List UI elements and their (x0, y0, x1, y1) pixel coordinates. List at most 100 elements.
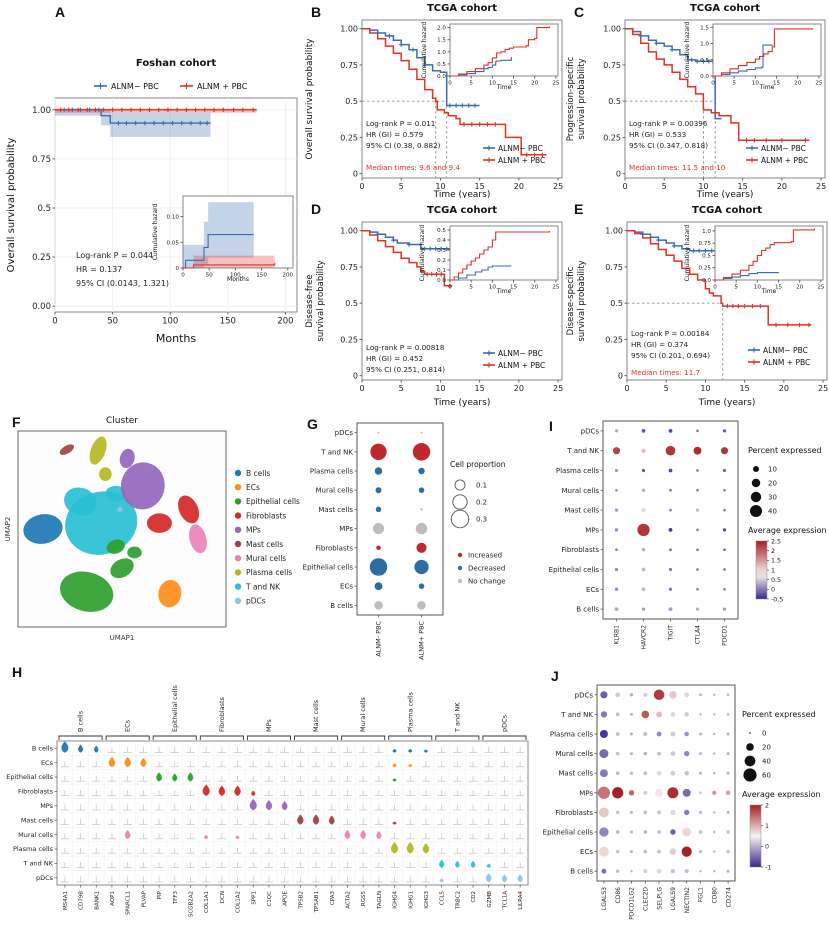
svg-text:5: 5 (469, 285, 473, 291)
panel-c-km-pss: TCGA cohort 0 5 10 15 20 25 1.00 0.75 0.5 0.25 0 Tim… (565, 0, 829, 198)
svg-text:TCGA cohort: TCGA cohort (692, 205, 762, 216)
svg-text:-0.5: -0.5 (771, 596, 783, 603)
svg-text:5: 5 (399, 384, 404, 393)
svg-text:1.0: 1.0 (700, 42, 709, 48)
svg-text:Plasma cells: Plasma cells (556, 467, 599, 475)
svg-text:ALNM− PBC: ALNM− PBC (498, 349, 543, 358)
svg-text:CD79B: CD79B (79, 891, 85, 910)
svg-text:HR (GI) = 0.533: HR (GI) = 0.533 (629, 130, 686, 139)
svg-text:0.75: 0.75 (32, 155, 51, 165)
svg-text:IGHG1: IGHG1 (408, 891, 414, 909)
svg-text:95% CI (0.251, 0.814): 95% CI (0.251, 0.814) (366, 365, 445, 374)
umap-blob-mast-cells (59, 444, 75, 455)
svg-text:1.00: 1.00 (340, 25, 358, 34)
svg-text:5: 5 (732, 81, 736, 87)
panel-g-proportion-dotplot: pDCs T and NK Plasma cells Mural cells Mast … (300, 405, 510, 660)
svg-text:B cells: B cells (570, 868, 593, 876)
svg-text:10: 10 (489, 285, 497, 291)
svg-text:MS4A1: MS4A1 (63, 891, 69, 910)
svg-text:15: 15 (775, 285, 783, 291)
svg-text:Log-rank P = 0.044: Log-rank P = 0.044 (76, 251, 153, 260)
umap-blob-epithelial-cells (106, 539, 125, 554)
svg-text:95% CI (0.38, 0.882): 95% CI (0.38, 0.882) (366, 141, 441, 150)
svg-text:1.00: 1.00 (603, 25, 621, 34)
svg-text:PDCD1LG2: PDCD1LG2 (629, 887, 636, 920)
svg-text:0: 0 (622, 182, 627, 191)
svg-text:T and NK: T and NK (23, 860, 54, 868)
svg-text:Epithelial cells: Epithelial cells (171, 685, 179, 732)
svg-text:10: 10 (768, 466, 777, 474)
svg-text:Time (years): Time (years) (696, 190, 754, 198)
svg-text:Time: Time (496, 84, 512, 91)
svg-text:0.0: 0.0 (702, 278, 711, 284)
svg-text:Fibroblasts: Fibroblasts (18, 788, 54, 796)
svg-text:0: 0 (713, 285, 717, 291)
svg-text:ALNM + PBC: ALNM + PBC (498, 156, 545, 165)
svg-text:SCGB2A2: SCGB2A2 (188, 891, 194, 917)
svg-text:0: 0 (448, 81, 452, 87)
svg-text:TCGA cohort: TCGA cohort (427, 3, 497, 14)
svg-text:Disease-free: Disease-free (305, 274, 315, 327)
svg-text:CD274: CD274 (725, 887, 732, 907)
svg-text:LGALS9: LGALS9 (670, 887, 677, 910)
svg-text:0: 0 (181, 273, 185, 279)
svg-text:20: 20 (768, 480, 777, 488)
svg-text:MPs: MPs (339, 525, 353, 533)
umap-blob-b-cells (23, 514, 63, 544)
svg-text:pDCs: pDCs (575, 691, 594, 699)
svg-text:25: 25 (553, 384, 563, 393)
panel-h-violin-grid: B cells ECs Epithelial cells Fibroblasts MPs… (0, 655, 530, 932)
svg-text:0.75: 0.75 (340, 263, 358, 272)
svg-text:Mast cells: Mast cells (564, 507, 599, 515)
svg-text:Fibroblasts: Fibroblasts (555, 809, 593, 817)
svg-text:TFF3: TFF3 (173, 891, 179, 906)
svg-text:10: 10 (435, 384, 445, 393)
svg-text:0.4: 0.4 (437, 238, 446, 244)
svg-text:10: 10 (754, 285, 762, 291)
svg-text:PLVAP: PLVAP (141, 890, 147, 907)
svg-text:KLRB1: KLRB1 (614, 625, 621, 645)
panel-label-c: C (574, 4, 585, 20)
svg-text:Increased: Increased (468, 552, 502, 560)
svg-text:0.00: 0.00 (32, 302, 51, 312)
svg-text:APOE: APOE (283, 890, 289, 905)
panel-a-km-foshan: Foshan cohort 0 50 100 150 200 1.00 0.75 0.5 0.25… (0, 0, 300, 405)
svg-text:CD86: CD86 (615, 887, 622, 904)
svg-text:0.75: 0.75 (340, 61, 358, 70)
svg-text:Plasma cells: Plasma cells (406, 691, 414, 732)
svg-text:0: 0 (353, 372, 358, 381)
svg-text:ALNM + PBC: ALNM + PBC (197, 82, 248, 91)
svg-text:Time (years): Time (years) (698, 398, 756, 408)
svg-text:0.2: 0.2 (476, 499, 487, 507)
svg-text:Foshan cohort: Foshan cohort (136, 58, 216, 69)
svg-text:15: 15 (740, 384, 750, 393)
svg-text:25: 25 (815, 81, 823, 87)
svg-text:0.0: 0.0 (700, 74, 709, 80)
svg-text:0.0: 0.0 (437, 74, 446, 80)
svg-text:ALNM− PBC: ALNM− PBC (498, 144, 543, 153)
svg-text:1.5: 1.5 (700, 25, 709, 31)
svg-text:Months: Months (227, 276, 249, 283)
svg-text:Percent expressed: Percent expressed (742, 710, 816, 719)
svg-text:Mural cells: Mural cells (359, 697, 367, 732)
svg-text:Mast cells: Mast cells (312, 699, 320, 732)
svg-text:B cells: B cells (77, 710, 85, 732)
svg-text:20: 20 (531, 81, 539, 87)
svg-text:0.3: 0.3 (476, 516, 487, 524)
umap-blob-plasma-cells (89, 436, 107, 465)
svg-text:Time: Time (761, 288, 777, 295)
svg-text:CD2: CD2 (471, 891, 477, 903)
svg-text:ECs: ECs (246, 483, 260, 492)
svg-text:B cells: B cells (32, 744, 54, 752)
svg-text:pDCs: pDCs (500, 714, 508, 732)
svg-text:0.0: 0.0 (437, 278, 446, 284)
svg-text:1: 1 (765, 823, 769, 830)
svg-text:UMAP2: UMAP2 (4, 517, 12, 542)
umap-blob-epithelial-cells (110, 558, 134, 579)
svg-text:0.5: 0.5 (437, 62, 446, 68)
svg-text:Epithelial cells: Epithelial cells (549, 566, 600, 574)
svg-text:0: 0 (616, 170, 621, 179)
svg-text:200: 200 (282, 273, 293, 279)
svg-text:CLEC2D: CLEC2D (643, 887, 650, 911)
